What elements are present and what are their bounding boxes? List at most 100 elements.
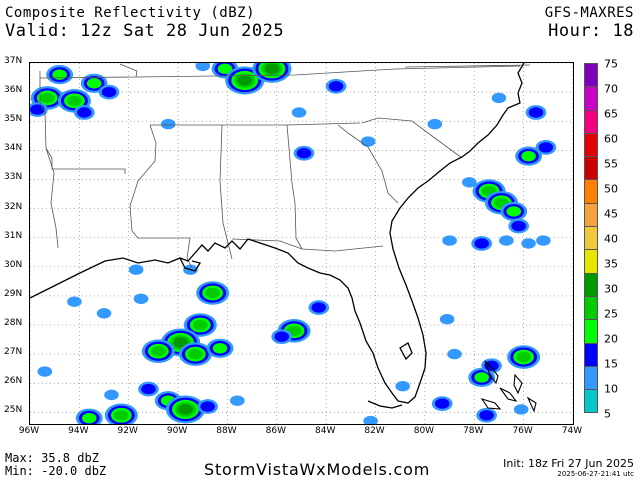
echo-cell <box>104 403 138 424</box>
colorbar-swatch <box>584 179 598 204</box>
echo-cell <box>308 300 330 315</box>
colorbar-label: 65 <box>604 107 618 121</box>
echo-contour <box>499 235 514 246</box>
echo-contour <box>81 412 97 424</box>
echo-cell <box>442 235 457 246</box>
echo-contour <box>96 308 112 319</box>
map-panel <box>29 62 574 425</box>
echo-cell <box>271 329 293 345</box>
border-ms-al <box>219 124 233 260</box>
border-ar-mo <box>39 63 138 79</box>
echo-cell <box>141 339 175 364</box>
echo-contour <box>188 348 203 360</box>
echo-contour <box>39 92 55 104</box>
echo-cell <box>104 389 119 401</box>
border-ar-la <box>51 158 126 174</box>
echo-cell <box>96 308 112 319</box>
lon-label: 90W <box>166 426 188 436</box>
echo-cell <box>431 396 453 412</box>
echo-cell <box>128 264 144 275</box>
echo-cell <box>535 140 557 155</box>
colorbar-label: 5 <box>604 407 611 421</box>
max-value: Max: 35.8 dbZ <box>5 451 99 465</box>
model-name: GFS-MAXRES <box>544 5 634 21</box>
echo-contour <box>200 401 215 412</box>
echo-contour <box>30 104 45 115</box>
echo-cell <box>98 84 120 100</box>
border-ms-la-south <box>138 237 193 269</box>
init-time: Init: 18z Fri 27 Jun 2025 <box>503 457 634 470</box>
echo-contour <box>104 389 119 401</box>
echo-contour <box>274 331 290 342</box>
echo-cell <box>481 358 502 374</box>
echo-cell <box>363 415 378 424</box>
echo-cell <box>325 78 347 94</box>
lon-label: 86W <box>265 426 286 436</box>
colorbar-label: 10 <box>604 382 618 396</box>
echo-cell <box>178 342 212 366</box>
colorbar-label: 25 <box>604 307 618 321</box>
echo-contour <box>506 206 522 217</box>
colorbar-label: 60 <box>604 132 618 146</box>
colorbar-swatch <box>584 156 598 181</box>
lat-label: 27N <box>4 347 23 358</box>
lat-label: 30N <box>4 259 23 270</box>
echo-contour <box>264 63 280 75</box>
echo-contour <box>37 366 53 377</box>
echo-cell <box>30 102 48 117</box>
colorbar-label: 20 <box>604 332 618 346</box>
colorbar-label: 45 <box>604 207 618 221</box>
lat-label: 31N <box>4 230 23 241</box>
reflectivity-map <box>30 63 573 424</box>
border-ok-ar <box>39 71 53 159</box>
lon-label: 78W <box>463 426 484 436</box>
echo-contour <box>217 63 233 75</box>
echo-cell <box>252 63 292 83</box>
lake-okeechobee <box>399 342 413 361</box>
lat-label: 28N <box>4 318 23 329</box>
lon-label: 84W <box>314 426 336 436</box>
border-ms <box>129 124 157 239</box>
echo-cell <box>75 408 103 424</box>
valid-time: Valid: 12z Sat 28 Jun 2025 <box>5 21 285 41</box>
echo-cell <box>521 238 536 249</box>
echo-contour <box>193 319 208 331</box>
lon-label: 74W <box>561 426 583 436</box>
lat-label: 37N <box>4 56 23 66</box>
echo-cell <box>46 65 74 85</box>
colorbar-swatch <box>584 202 598 228</box>
colorbar-swatch <box>584 86 598 111</box>
colorbar-swatch <box>584 63 598 88</box>
echo-contour <box>77 107 92 118</box>
echo-contour <box>230 395 245 406</box>
echo-cell <box>447 348 462 360</box>
lat-label: 35N <box>4 114 23 125</box>
site-name: StormVistaWxModels.com <box>204 460 431 479</box>
echo-contour <box>151 346 166 357</box>
echo-cell <box>293 145 315 161</box>
echo-contour <box>101 86 117 98</box>
product-title: Composite Reflectivity (dBZ) <box>5 5 256 21</box>
echo-contour <box>516 351 531 363</box>
colorbar-label: 40 <box>604 232 618 246</box>
colorbar-swatch <box>584 109 598 134</box>
echo-cell <box>360 136 376 147</box>
lon-label: 82W <box>364 426 385 436</box>
echo-cell <box>206 338 234 358</box>
echo-contour <box>427 118 443 130</box>
echo-contour <box>395 380 410 392</box>
echo-cell <box>73 105 95 120</box>
lat-label: 34N <box>4 143 23 154</box>
echo-contour <box>178 404 193 415</box>
echo-contour <box>67 296 82 307</box>
echo-contour <box>173 337 188 348</box>
lat-label: 26N <box>4 376 23 387</box>
colorbar-swatch <box>584 365 598 391</box>
echo-cell <box>183 313 217 337</box>
echo-cell <box>138 381 159 397</box>
echo-contour <box>528 107 544 118</box>
echo-cell <box>525 105 547 120</box>
echo-cell <box>500 201 528 222</box>
echo-cell <box>230 395 245 406</box>
echo-cell <box>196 281 230 305</box>
